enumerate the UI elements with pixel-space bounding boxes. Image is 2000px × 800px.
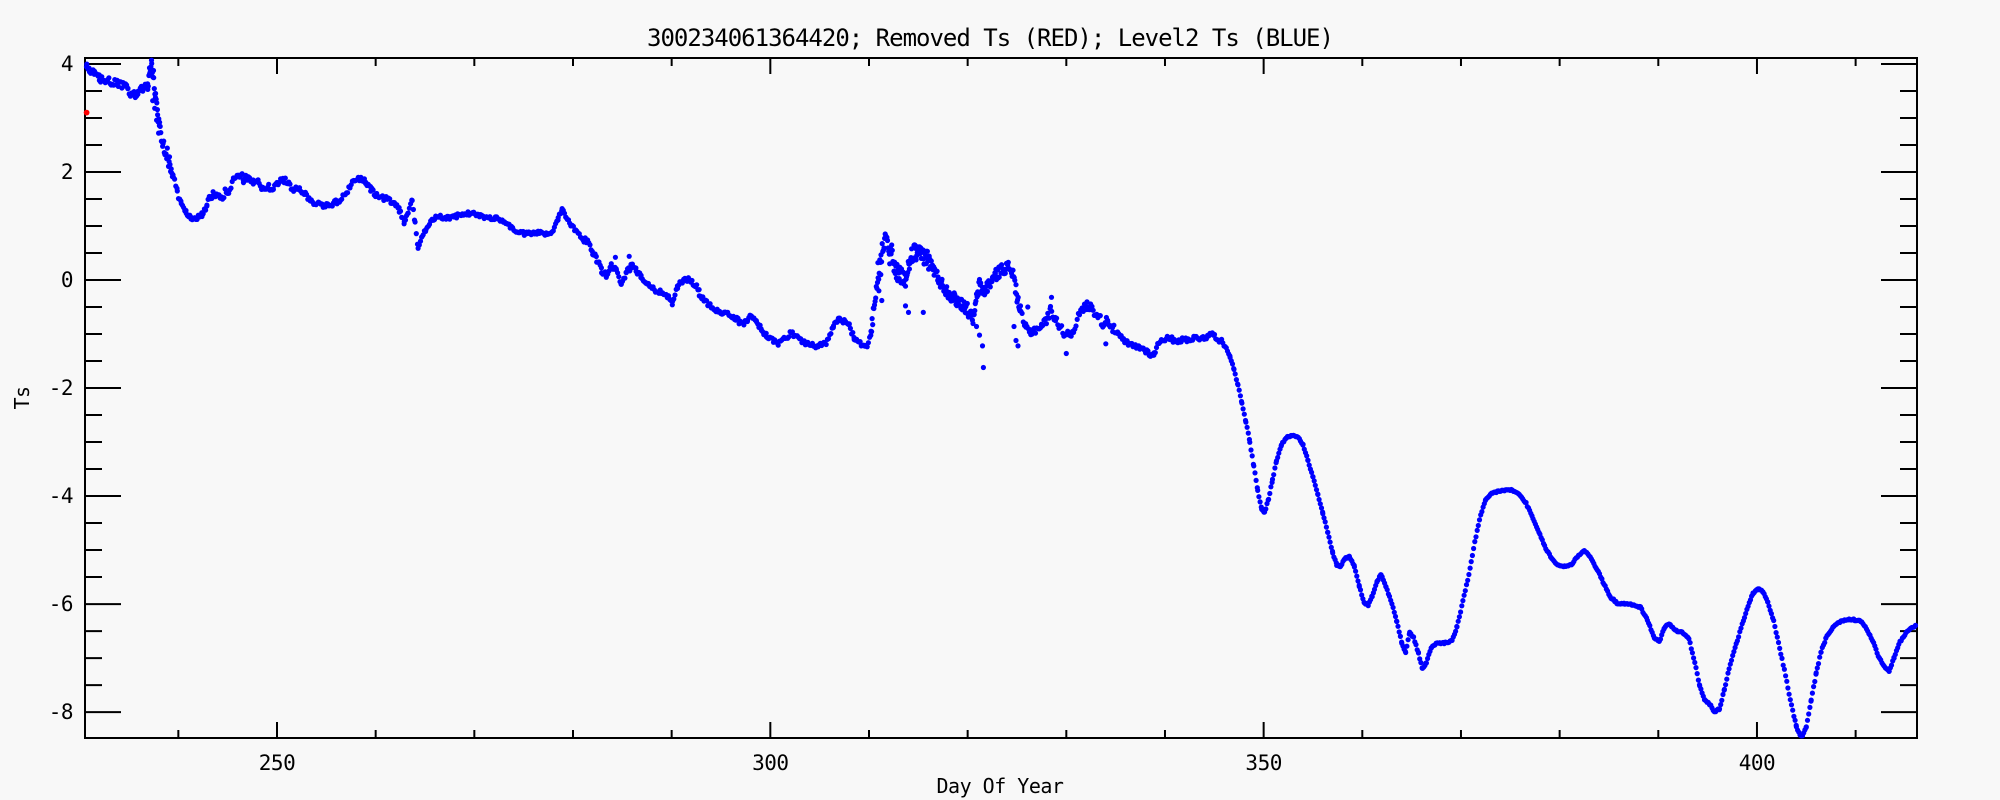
level2-ts-series bbox=[83, 57, 1919, 739]
y-tick-label: -8 bbox=[49, 700, 73, 724]
y-tick-label: 2 bbox=[61, 160, 73, 184]
axes-ticks bbox=[85, 58, 1917, 738]
y-tick-label: 0 bbox=[61, 268, 73, 292]
removed-ts-series bbox=[83, 109, 90, 116]
x-tick-label: 250 bbox=[259, 751, 295, 775]
y-tick-label: -6 bbox=[49, 592, 73, 616]
y-tick-label: -2 bbox=[49, 376, 73, 400]
x-axis-label: Day Of Year bbox=[936, 774, 1064, 798]
y-tick-label: 4 bbox=[61, 52, 73, 76]
x-tick-label: 350 bbox=[1245, 751, 1281, 775]
x-tick-label: 300 bbox=[752, 751, 788, 775]
plot-frame bbox=[84, 57, 1918, 739]
chart-title: 300234061364420; Removed Ts (RED); Level… bbox=[647, 24, 1334, 52]
y-tick-label: -4 bbox=[49, 484, 73, 508]
level2-ts-outlier-points bbox=[150, 98, 1109, 371]
x-tick-label: 400 bbox=[1739, 751, 1775, 775]
